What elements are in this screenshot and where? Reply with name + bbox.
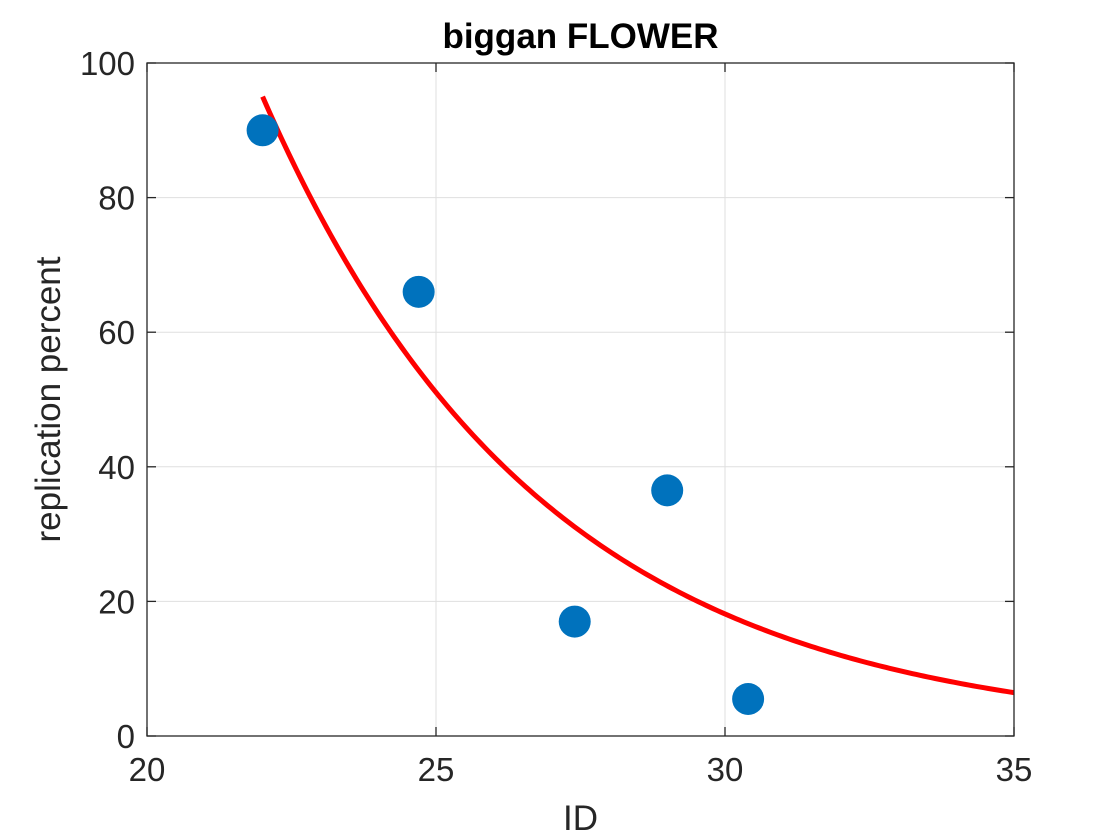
chart-title: biggan FLOWER [442, 17, 718, 56]
y-tick-label: 100 [80, 45, 135, 82]
axes-box [146, 62, 1015, 737]
y-tick-label: 40 [98, 449, 135, 486]
fit-curve-layer [260, 95, 1015, 696]
x-tick-label: 35 [996, 751, 1033, 788]
scatter-point [558, 605, 591, 638]
y-axis-label: replication percent [29, 256, 68, 542]
scatter-point [402, 275, 435, 308]
scatter-point [732, 682, 765, 715]
y-tick-label: 0 [117, 718, 135, 755]
fit-curve [260, 95, 1015, 696]
x-tick-label: 20 [129, 751, 166, 788]
y-tick-label: 20 [98, 583, 135, 620]
scatter-point [651, 474, 684, 507]
x-tick-label: 30 [707, 751, 744, 788]
scatter-layer [246, 114, 765, 715]
x-tick-label: 25 [418, 751, 455, 788]
scatter-point [246, 114, 279, 147]
x-axis-label: ID [563, 799, 598, 838]
y-tick-label: 60 [98, 314, 135, 351]
y-tick-label: 80 [98, 180, 135, 217]
